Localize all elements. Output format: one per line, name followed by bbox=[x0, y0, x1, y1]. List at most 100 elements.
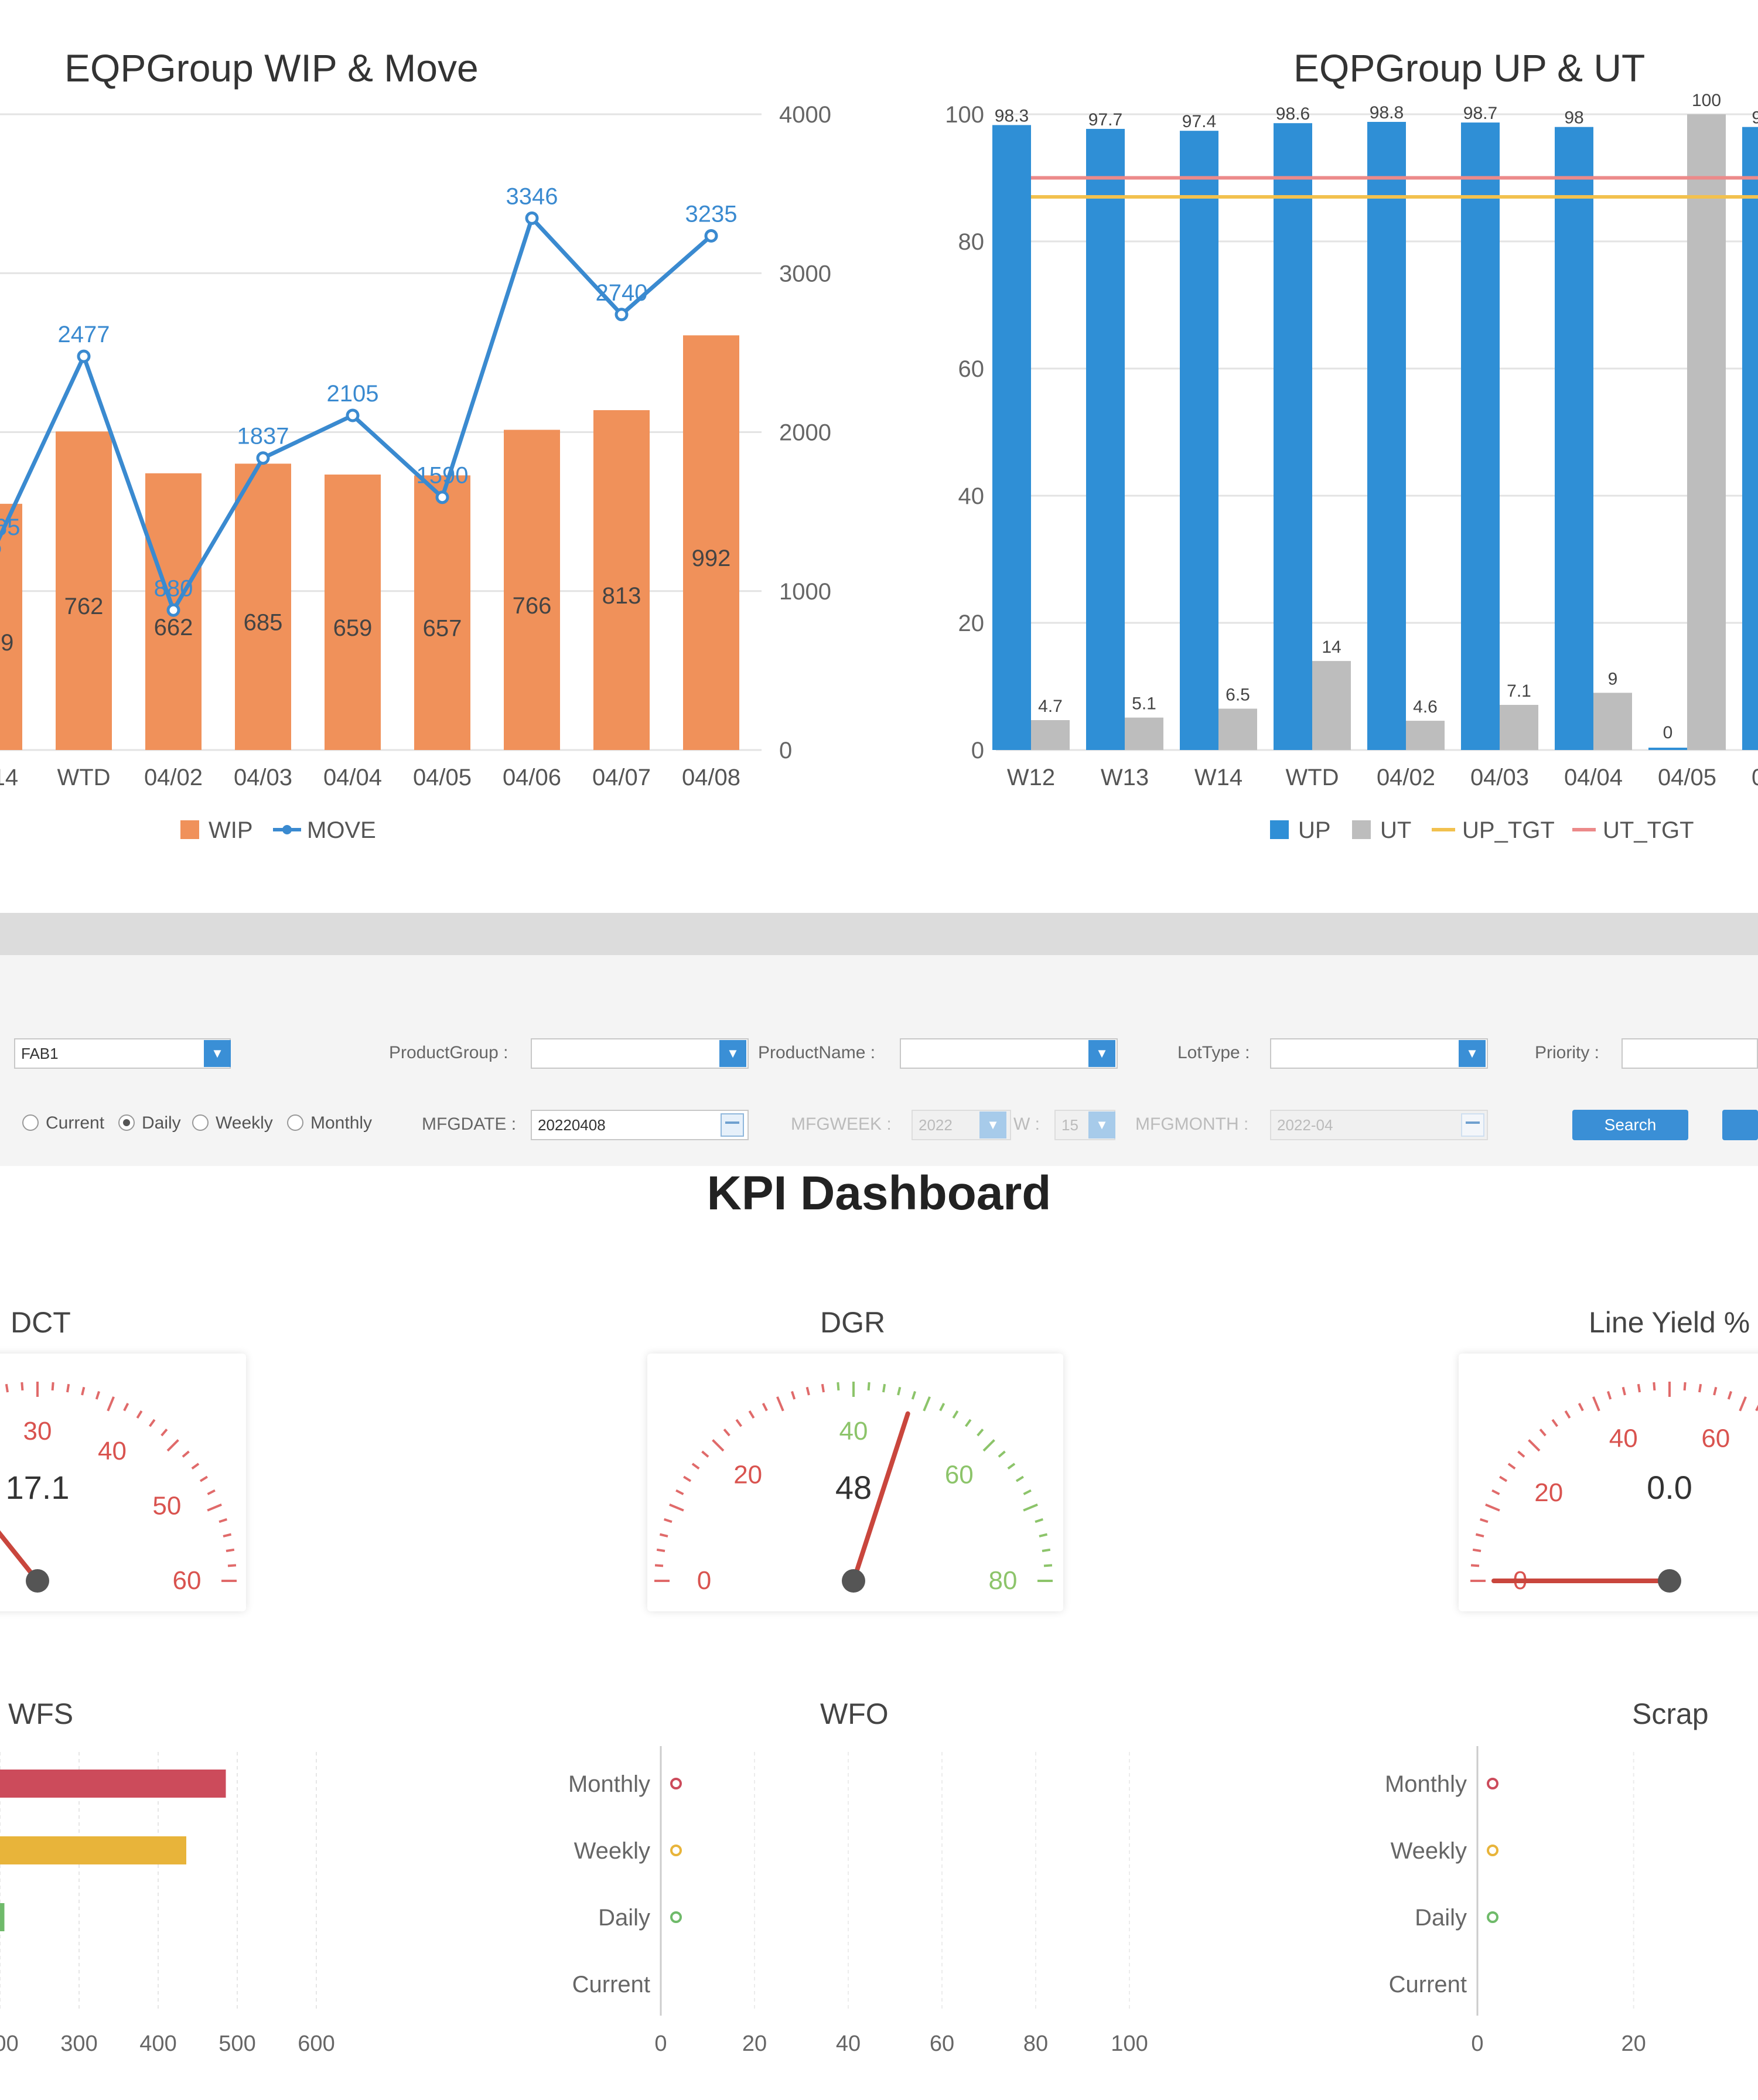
ut-bar bbox=[1406, 721, 1445, 750]
gauge-tick bbox=[654, 1564, 664, 1567]
gauge-tick bbox=[226, 1548, 235, 1552]
y-tick-label: 0 bbox=[971, 738, 984, 763]
up-bar bbox=[1648, 748, 1687, 750]
x-tick-label: 200 bbox=[0, 2031, 19, 2056]
gauge-needle bbox=[851, 1411, 910, 1583]
mfgweek-label: MFGWEEK : bbox=[791, 1114, 892, 1134]
gauge-dgr-title: DGR bbox=[820, 1306, 886, 1339]
gauge-tick bbox=[1622, 1386, 1626, 1396]
lot-type-label: LotType : bbox=[1177, 1043, 1250, 1062]
zero-value-marker bbox=[670, 1845, 682, 1856]
x-tick-label: 04/02 bbox=[144, 765, 203, 790]
zero-value-marker bbox=[1487, 1778, 1498, 1789]
search-button[interactable]: Search bbox=[1572, 1110, 1688, 1140]
ut-bar bbox=[1687, 114, 1726, 750]
up-ut-chart: 0 20 40 60 80 100 98.3 4.7 W12 97.7 5.1 W13 97.4 6.5 W… bbox=[945, 91, 1758, 843]
y-tick-label: 1000 bbox=[779, 579, 831, 605]
product-group-label: ProductGroup : bbox=[389, 1043, 508, 1062]
gauge-tick bbox=[748, 1410, 755, 1419]
gauge-needle bbox=[0, 1530, 40, 1583]
move-point-label: 1265 bbox=[0, 514, 20, 540]
x-tick-label: 04/05 bbox=[413, 765, 472, 790]
radio-weekly[interactable] bbox=[192, 1114, 209, 1131]
x-tick-label: 300 bbox=[60, 2031, 97, 2056]
radio-weekly-label: Weekly bbox=[216, 1113, 273, 1133]
calendar-icon[interactable] bbox=[721, 1113, 744, 1137]
mfgmonth-label: MFGMONTH : bbox=[1135, 1114, 1249, 1134]
gauge-tick bbox=[897, 1386, 902, 1396]
gauge-tick bbox=[66, 1383, 70, 1393]
mfgdate-input[interactable]: 20220408 bbox=[531, 1110, 749, 1140]
secondary-action-button[interactable] bbox=[1722, 1110, 1758, 1140]
gauge-tick bbox=[1499, 1475, 1508, 1482]
zero-value-marker bbox=[670, 1911, 682, 1923]
gauge-tick bbox=[1607, 1391, 1612, 1400]
radio-daily[interactable] bbox=[118, 1114, 135, 1131]
gauge-tick-label: 80 bbox=[989, 1566, 1018, 1595]
x-tick-label: 0 bbox=[1471, 2031, 1483, 2056]
lot-type-dropdown-button[interactable]: ▼ bbox=[1459, 1040, 1486, 1067]
radio-current-label: Current bbox=[46, 1113, 105, 1133]
gauge-tick bbox=[223, 1533, 232, 1538]
move-point-label: 2477 bbox=[58, 322, 110, 347]
radio-monthly-label: Monthly bbox=[310, 1113, 373, 1133]
x-tick-label: 04/02 bbox=[1377, 765, 1435, 790]
gauge-tick bbox=[805, 1386, 810, 1396]
lot-type-select[interactable] bbox=[1270, 1038, 1488, 1069]
gauge-tick-label: 40 bbox=[839, 1417, 868, 1446]
radio-current[interactable] bbox=[22, 1114, 39, 1131]
wip-bar-label: 992 bbox=[692, 546, 731, 571]
fab-dropdown-button[interactable]: ▼ bbox=[204, 1040, 231, 1067]
category-label: Weekly bbox=[1391, 1838, 1467, 1864]
x-tick-label: 400 bbox=[139, 2031, 176, 2056]
gauge-tick bbox=[1578, 1403, 1584, 1412]
gauge-tick bbox=[1042, 1548, 1051, 1552]
move-point-label: 880 bbox=[154, 575, 193, 601]
gauge-value: 17.1 bbox=[6, 1469, 70, 1506]
gauge-dct-card bbox=[0, 1354, 246, 1611]
up-bar-label: 97.7 bbox=[1088, 110, 1122, 129]
product-name-dropdown-button[interactable]: ▼ bbox=[1088, 1040, 1115, 1067]
radio-monthly[interactable] bbox=[287, 1114, 303, 1131]
up-bar-label: 98.7 bbox=[1463, 104, 1497, 123]
gauge-tick bbox=[1739, 1396, 1747, 1412]
move-point-label: 1837 bbox=[237, 424, 289, 449]
move-point bbox=[256, 451, 270, 465]
x-tick-label: 04/05 bbox=[1658, 765, 1716, 790]
gauge-tick bbox=[723, 1429, 730, 1437]
move-point-label: 3235 bbox=[685, 202, 738, 227]
move-point-label: 3346 bbox=[506, 183, 558, 209]
gauge-line-yield-title: Line Yield % bbox=[1589, 1306, 1750, 1339]
gauge-tick bbox=[1023, 1504, 1038, 1512]
wip-move-chart-title: EQPGroup WIP & Move bbox=[64, 46, 479, 90]
gauge-tick bbox=[675, 1489, 684, 1495]
ut-bar-label: 6.5 bbox=[1226, 685, 1250, 704]
mfgmonth-input[interactable]: 2022-04 bbox=[1270, 1110, 1488, 1140]
move-point bbox=[346, 408, 360, 422]
gauge-tick-label: 20 bbox=[733, 1461, 762, 1489]
wfs-bar bbox=[0, 1903, 5, 1931]
gauge-pivot bbox=[26, 1569, 49, 1593]
x-tick-label: 500 bbox=[219, 2031, 255, 2056]
legend-up-label: UP bbox=[1298, 817, 1331, 843]
y-tick-label: 100 bbox=[945, 102, 984, 128]
product-group-select[interactable] bbox=[531, 1038, 749, 1069]
section-divider bbox=[0, 913, 1758, 955]
gauge-tick bbox=[1015, 1475, 1024, 1482]
ut-bar bbox=[1031, 720, 1070, 750]
week-dropdown-button[interactable]: ▼ bbox=[1088, 1112, 1115, 1138]
up-bar bbox=[992, 125, 1031, 750]
wip-bar-label: 762 bbox=[64, 594, 104, 619]
mfgweek-year-dropdown-button[interactable]: ▼ bbox=[979, 1112, 1006, 1138]
month-calendar-icon[interactable] bbox=[1461, 1113, 1484, 1137]
x-tick-label: 04/04 bbox=[323, 765, 382, 790]
product-group-dropdown-button[interactable]: ▼ bbox=[719, 1040, 746, 1067]
product-name-select[interactable] bbox=[900, 1038, 1118, 1069]
wip-bar-label: 589 bbox=[0, 630, 13, 656]
gauge-tick bbox=[1023, 1489, 1032, 1495]
fab-select[interactable]: FAB1 bbox=[14, 1038, 231, 1069]
radio-daily-label: Daily bbox=[142, 1113, 181, 1133]
priority-select[interactable] bbox=[1622, 1038, 1758, 1069]
x-tick-label: WTD bbox=[57, 765, 110, 790]
gauge-tick bbox=[1039, 1533, 1048, 1538]
